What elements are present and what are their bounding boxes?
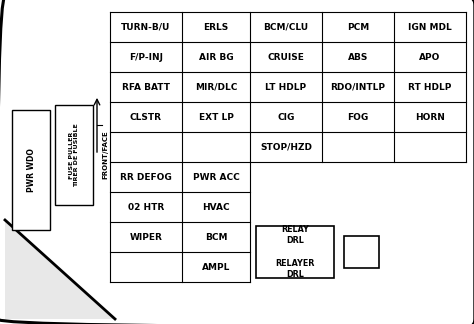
Text: CLSTR: CLSTR <box>130 112 162 122</box>
Text: TURN-B/U: TURN-B/U <box>121 22 171 31</box>
Bar <box>344 237 379 268</box>
Text: ABS: ABS <box>348 52 368 62</box>
Text: RR DEFOG: RR DEFOG <box>120 172 172 181</box>
Text: PCM: PCM <box>347 22 369 31</box>
Text: RDO/INTLP: RDO/INTLP <box>330 83 385 91</box>
Text: RELAY
DRL

RELAYER
DRL: RELAY DRL RELAYER DRL <box>275 225 315 279</box>
Bar <box>55 105 93 205</box>
Text: PWR WDO: PWR WDO <box>27 148 36 192</box>
Text: MIR/DLC: MIR/DLC <box>195 83 237 91</box>
Text: FRONT/FACE: FRONT/FACE <box>102 131 108 179</box>
Text: IGN MDL: IGN MDL <box>408 22 452 31</box>
Text: PWR ACC: PWR ACC <box>192 172 239 181</box>
Text: F/P-INJ: F/P-INJ <box>129 52 163 62</box>
Text: AMPL: AMPL <box>202 262 230 272</box>
Bar <box>110 12 466 282</box>
Text: CRUISE: CRUISE <box>267 52 304 62</box>
Text: BCM: BCM <box>205 233 227 241</box>
Text: FOG: FOG <box>347 112 369 122</box>
Text: CIG: CIG <box>277 112 295 122</box>
Text: APO: APO <box>419 52 441 62</box>
Text: LT HDLP: LT HDLP <box>265 83 307 91</box>
Bar <box>256 226 334 278</box>
Polygon shape <box>5 220 115 319</box>
Text: ERLS: ERLS <box>203 22 228 31</box>
Text: EXT LP: EXT LP <box>199 112 233 122</box>
Text: RT HDLP: RT HDLP <box>408 83 452 91</box>
Text: WIPER: WIPER <box>129 233 163 241</box>
Text: STOP/HZD: STOP/HZD <box>260 143 312 152</box>
Text: FUSE PULLER
TIRER DE FUSIBLE: FUSE PULLER TIRER DE FUSIBLE <box>69 123 80 187</box>
Text: HVAC: HVAC <box>202 202 230 212</box>
Bar <box>12 110 50 230</box>
Text: AIR BG: AIR BG <box>199 52 233 62</box>
Text: BCM/CLU: BCM/CLU <box>264 22 309 31</box>
Text: RFA BATT: RFA BATT <box>122 83 170 91</box>
Bar <box>250 162 466 282</box>
Text: 02 HTR: 02 HTR <box>128 202 164 212</box>
Text: HORN: HORN <box>415 112 445 122</box>
